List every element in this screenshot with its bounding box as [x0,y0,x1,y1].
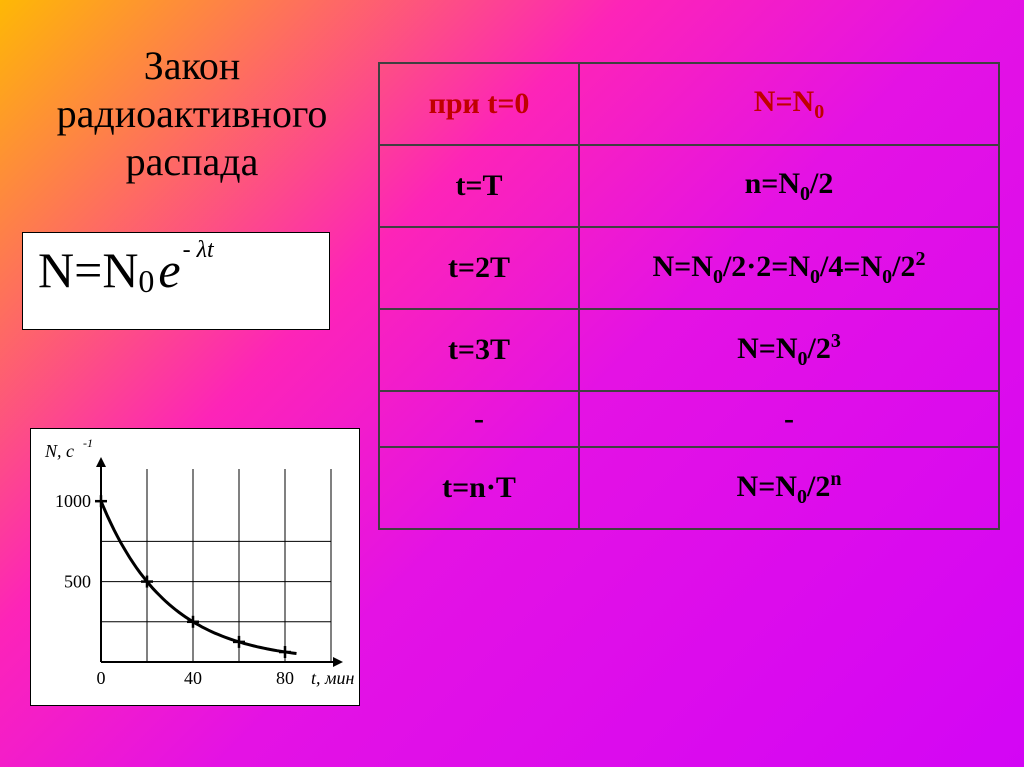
decay-chart-svg: 0 40 80 500 1000 t, мин N, с -1 [31,429,361,707]
title-line-2: радиоактивного [57,91,328,136]
decay-formula: N = N 0 e - λt [22,232,330,330]
table-cell: t=T [379,145,579,227]
formula-base: N [102,245,138,295]
svg-text:t, мин: t, мин [311,668,354,688]
page-title: Закон радиоактивного распада [32,42,352,186]
decay-chart: 0 40 80 500 1000 t, мин N, с -1 [30,428,360,706]
table-row: при t=0N=N0 [379,63,999,145]
formula-e: e [158,245,180,295]
table-row: t=n·TN=N0/2n [379,447,999,529]
decay-table-body: при t=0N=N0t=Tn=N0/2t=2TN=N0/2·2=N0/4=N0… [379,63,999,529]
formula-content: N = N 0 e - λt [38,245,314,295]
svg-text:N, с: N, с [44,441,74,461]
svg-text:0: 0 [97,668,106,688]
table-row: t=Tn=N0/2 [379,145,999,227]
table-cell: N=N0 [579,63,999,145]
table-row: t=2TN=N0/2·2=N0/4=N0/22 [379,227,999,309]
title-line-3: распада [126,139,259,184]
decay-table: при t=0N=N0t=Tn=N0/2t=2TN=N0/2·2=N0/4=N0… [378,62,1000,530]
table-cell: N=N0/2n [579,447,999,529]
svg-text:1000: 1000 [55,491,91,511]
formula-lhs: N [38,245,74,295]
table-row: t=3TN=N0/23 [379,309,999,391]
svg-text:40: 40 [184,668,202,688]
formula-sub: 0 [138,263,154,300]
formula-exp: - λt [183,237,214,264]
table-cell: при t=0 [379,63,579,145]
table-row: -- [379,391,999,447]
table-cell: N=N0/2·2=N0/4=N0/22 [579,227,999,309]
formula-eq: = [74,245,102,295]
table-cell: t=2T [379,227,579,309]
table-cell: - [379,391,579,447]
table-cell: - [579,391,999,447]
table-cell: n=N0/2 [579,145,999,227]
svg-text:80: 80 [276,668,294,688]
table-cell: t=3T [379,309,579,391]
svg-text:500: 500 [64,572,91,592]
table-cell: t=n·T [379,447,579,529]
table-cell: N=N0/23 [579,309,999,391]
svg-text:-1: -1 [83,436,93,450]
title-line-1: Закон [144,43,241,88]
